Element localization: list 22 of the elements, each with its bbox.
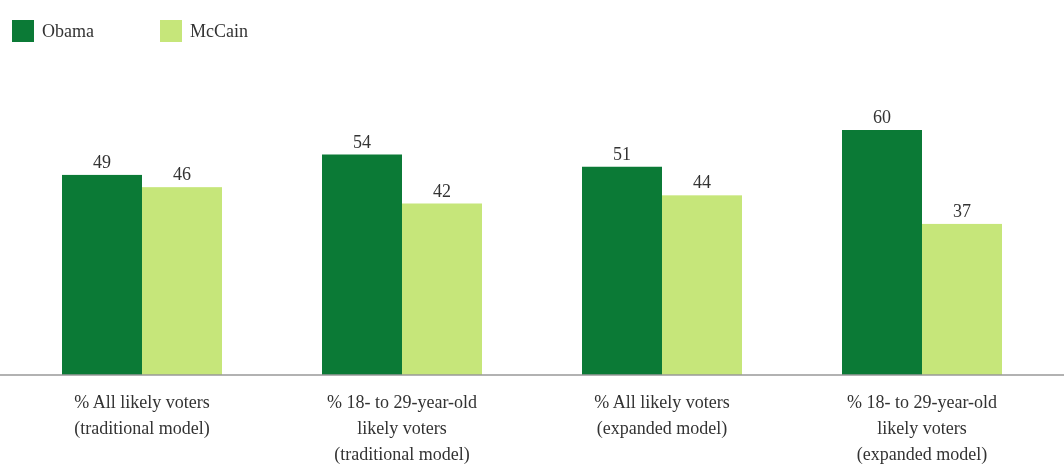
legend-label: Obama bbox=[42, 21, 94, 41]
data-label: 44 bbox=[693, 172, 711, 193]
bar bbox=[322, 154, 402, 375]
bar bbox=[662, 195, 742, 375]
data-label: 60 bbox=[873, 107, 891, 127]
x-tick-label: % All likely voters (traditional model) bbox=[74, 392, 210, 439]
bar bbox=[142, 187, 222, 375]
bar bbox=[842, 130, 922, 375]
bar bbox=[402, 203, 482, 375]
x-tick-label: % 18- to 29-year-old likely voters (traditional model) bbox=[326, 392, 478, 465]
data-label: 51 bbox=[613, 143, 631, 164]
data-label: 49 bbox=[93, 151, 111, 172]
x-tick-label: % All likely voters (expanded model) bbox=[594, 392, 730, 439]
data-label: 37 bbox=[953, 200, 971, 221]
x-tick-label: % 18- to 29-year-old likely voters (expanded model) bbox=[846, 392, 998, 465]
bar bbox=[582, 166, 662, 375]
data-label: 54 bbox=[353, 131, 371, 152]
legend-label: McCain bbox=[190, 21, 248, 41]
data-label: 42 bbox=[433, 180, 451, 201]
data-label: 46 bbox=[173, 164, 191, 185]
bar bbox=[62, 174, 142, 375]
bar bbox=[922, 223, 1002, 375]
